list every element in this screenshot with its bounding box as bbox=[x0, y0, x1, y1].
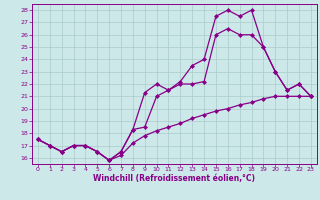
X-axis label: Windchill (Refroidissement éolien,°C): Windchill (Refroidissement éolien,°C) bbox=[93, 174, 255, 183]
